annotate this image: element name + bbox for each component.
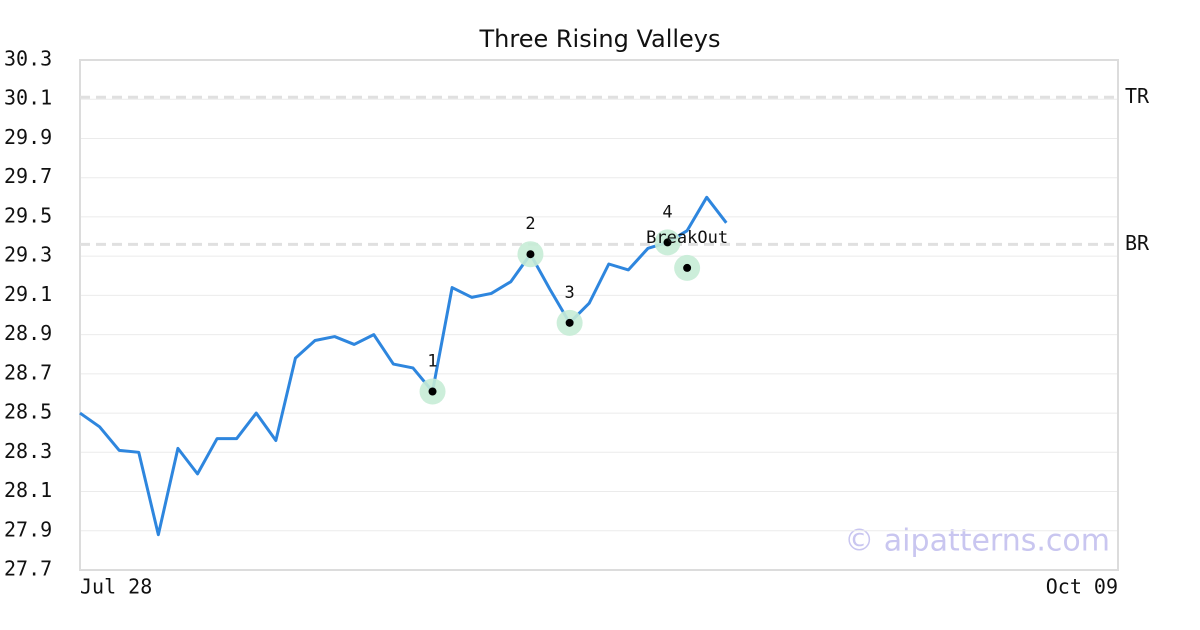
y-tick-label: 29.3 [4, 243, 52, 267]
pattern-label: 3 [564, 283, 574, 303]
chart-title: Three Rising Valleys [478, 25, 720, 53]
y-tick-label: 28.1 [4, 478, 52, 502]
y-tick-label: 30.3 [4, 47, 52, 71]
pattern-point [428, 387, 437, 396]
pattern-label: BreakOut [646, 228, 728, 248]
x-tick-label: Oct 09 [1046, 575, 1118, 599]
pattern-point [526, 250, 535, 259]
reference-label: TR [1125, 84, 1150, 108]
y-tick-label: 27.9 [4, 517, 52, 541]
y-tick-label: 28.7 [4, 360, 52, 384]
y-tick-label: 28.9 [4, 321, 52, 345]
pattern-point [565, 318, 574, 327]
y-tick-label: 29.1 [4, 282, 52, 306]
pattern-point [683, 263, 692, 272]
pattern-point [663, 238, 672, 247]
y-tick-label: 28.5 [4, 400, 52, 424]
watermark: © aipatterns.com [844, 524, 1110, 559]
y-tick-label: 29.7 [4, 164, 52, 188]
y-tick-label: 30.1 [4, 86, 52, 110]
y-tick-label: 29.9 [4, 125, 52, 149]
y-tick-label: 28.3 [4, 439, 52, 463]
pattern-label: 4 [662, 202, 672, 222]
x-tick-label: Jul 28 [80, 575, 152, 599]
series-line [79, 195, 728, 537]
y-tick-label: 29.5 [4, 203, 52, 227]
reference-label: BR [1125, 231, 1150, 255]
pattern-label: 2 [525, 214, 535, 234]
pattern-label: 1 [427, 352, 437, 372]
plot-border [79, 59, 1119, 571]
y-tick-label: 27.7 [4, 557, 52, 581]
